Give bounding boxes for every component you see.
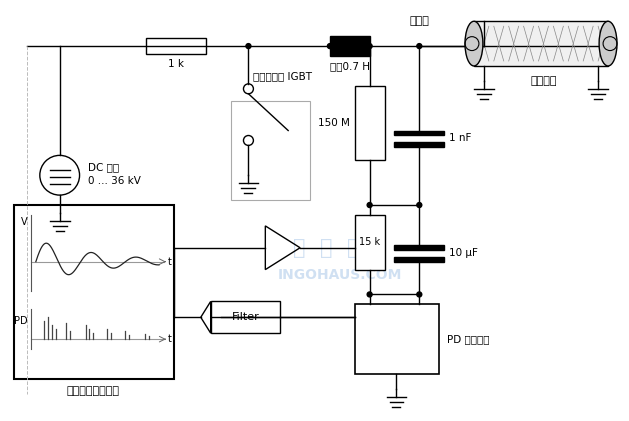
Bar [474,21,608,66]
Circle shape [328,44,332,48]
Text: Filter: Filter [231,312,259,322]
Text: 国  浩  电  气: 国 浩 电 气 [293,238,387,258]
Text: 0 ... 36 kV: 0 ... 36 kV [87,176,140,186]
Circle shape [367,292,372,297]
Bar [355,304,439,374]
Bar [394,142,444,147]
Text: 1 nF: 1 nF [449,133,472,144]
Text: 半导体开关 IGBT: 半导体开关 IGBT [253,71,313,81]
Text: 被试电缆: 被试电缆 [530,76,557,86]
Text: PD: PD [14,316,28,326]
Text: t: t [168,334,172,344]
Bar [355,215,384,269]
Bar [231,101,310,200]
Text: 电感0.7 H: 电感0.7 H [330,61,370,71]
Text: 150 M: 150 M [318,117,350,128]
Bar [146,38,206,54]
Text: t: t [168,257,172,266]
Circle shape [367,44,372,48]
Bar [355,86,384,160]
Bar [394,245,444,250]
Ellipse shape [465,21,483,66]
Text: 15 k: 15 k [359,237,380,247]
Circle shape [367,203,372,208]
Bar [330,36,370,56]
Text: V: V [21,217,28,227]
Circle shape [417,203,422,208]
Text: 10 μF: 10 μF [449,248,478,258]
Bar [14,205,174,379]
Text: DC 电源: DC 电源 [87,162,119,172]
Text: 1 k: 1 k [168,59,184,69]
Text: 分压器: 分压器 [409,16,429,26]
Text: INGOHAUS.COM: INGOHAUS.COM [277,268,402,282]
Ellipse shape [599,21,617,66]
Bar [394,131,444,136]
Text: 显示器及数据处理: 显示器及数据处理 [67,386,120,396]
Circle shape [417,292,422,297]
Circle shape [246,44,251,48]
Bar [394,257,444,262]
Bar [211,301,281,333]
Circle shape [417,44,422,48]
Text: PD 耦合单元: PD 耦合单元 [447,334,489,344]
